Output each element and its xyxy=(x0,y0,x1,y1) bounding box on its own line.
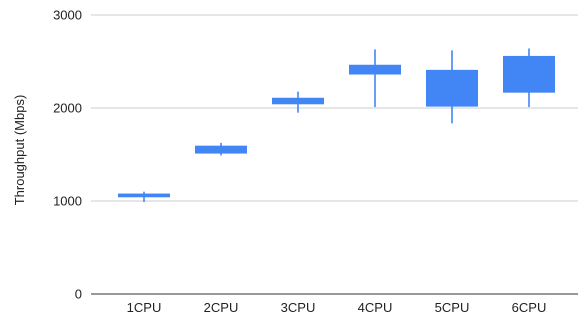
gridlines xyxy=(91,14,578,295)
y-tick-label: 2000 xyxy=(53,101,82,116)
x-category-label: 3CPU xyxy=(281,300,316,315)
candle xyxy=(426,50,478,124)
candle-body xyxy=(503,55,555,93)
y-axis-ticks: 0 1000 2000 3000 xyxy=(53,8,82,302)
candle-body xyxy=(426,69,478,107)
candle xyxy=(195,142,247,156)
candle-body xyxy=(118,193,170,198)
candle xyxy=(349,49,401,108)
candles xyxy=(118,48,555,202)
x-category-label: 6CPU xyxy=(512,300,547,315)
x-category-label: 4CPU xyxy=(358,300,393,315)
y-axis-title: Throughput (Mbps) xyxy=(12,95,27,206)
candle-body xyxy=(195,145,247,154)
candle-body xyxy=(272,97,324,105)
candle xyxy=(272,91,324,113)
x-category-label: 2CPU xyxy=(204,300,239,315)
y-tick-label: 1000 xyxy=(53,194,82,209)
x-axis-categories: 1CPU 2CPU 3CPU 4CPU 5CPU 6CPU xyxy=(127,300,547,315)
x-category-label: 1CPU xyxy=(127,300,162,315)
candle-body xyxy=(349,64,401,75)
y-tick-label: 3000 xyxy=(53,8,82,23)
y-tick-label: 0 xyxy=(75,287,82,302)
candle xyxy=(118,191,170,202)
x-category-label: 5CPU xyxy=(435,300,470,315)
candle xyxy=(503,48,555,108)
